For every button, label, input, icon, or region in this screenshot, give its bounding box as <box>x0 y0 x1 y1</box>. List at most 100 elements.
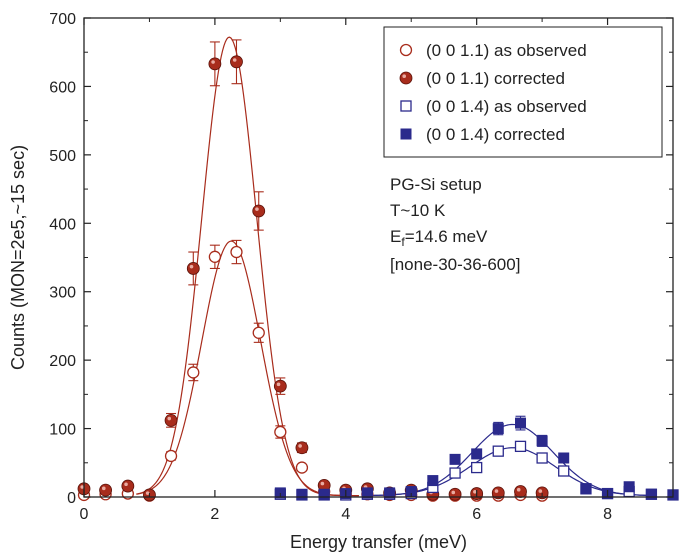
data-point <box>274 487 286 499</box>
data-point <box>580 483 592 495</box>
point-highlight <box>473 489 477 494</box>
data-point <box>471 448 483 460</box>
point-highlight <box>298 444 302 448</box>
legend-box <box>383 26 663 158</box>
fit-curve <box>371 423 647 497</box>
data-point <box>295 461 309 474</box>
data-point <box>121 479 135 493</box>
data-point <box>99 483 112 497</box>
legend-item: (0 0 1.4) corrected <box>400 125 565 144</box>
data-point <box>318 488 330 500</box>
annotation-setup: PG-Si setup <box>390 175 482 194</box>
point-highlight <box>189 264 194 269</box>
data-point <box>384 487 396 499</box>
data-point <box>295 441 309 455</box>
legend-label: (0 0 1.1) as observed <box>426 41 587 60</box>
data-point <box>492 445 504 457</box>
point-body <box>164 413 178 427</box>
setup-annotation: PG-Si setup T~10 K Ef=14.6 meV [none-30-… <box>390 175 520 274</box>
x-tick-label: 2 <box>210 506 219 523</box>
data-point <box>623 481 635 493</box>
point-body <box>208 57 222 71</box>
data-point <box>296 488 308 500</box>
data-point <box>252 204 266 218</box>
point-highlight <box>320 481 325 486</box>
annotation-collimation: [none-30-36-600] <box>390 255 520 274</box>
data-point <box>186 262 200 275</box>
fit-curve <box>371 447 647 497</box>
annotation-ef-sub: f <box>401 235 405 249</box>
data-point <box>536 452 548 464</box>
y-tick-label: 400 <box>49 216 76 233</box>
legend-item: (0 0 1.1) as observed <box>399 41 587 60</box>
data-point <box>164 413 178 427</box>
point-highlight <box>232 58 237 62</box>
y-tick-label: 700 <box>49 11 76 28</box>
legend-item: (0 0 1.4) as observed <box>400 97 587 116</box>
annotation-temperature: T~10 K <box>390 201 446 220</box>
data-point <box>558 452 570 464</box>
annotation-final-energy: Ef=14.6 meV <box>390 227 488 249</box>
data-point <box>449 467 461 479</box>
point-body <box>448 487 462 501</box>
point-highlight <box>494 489 499 493</box>
data-point <box>558 465 570 477</box>
point-body <box>99 483 112 497</box>
point-highlight <box>276 382 281 387</box>
legend-label: (0 0 1.4) as observed <box>426 97 587 116</box>
point-highlight <box>402 74 407 78</box>
data-point <box>427 475 439 487</box>
data-point <box>515 417 527 429</box>
legend-label: (0 0 1.4) corrected <box>426 125 565 144</box>
data-point <box>471 461 483 474</box>
data-point <box>187 366 200 379</box>
legend-label: (0 0 1.1) corrected <box>426 69 565 88</box>
point-highlight <box>538 489 543 493</box>
point-highlight <box>101 486 106 491</box>
data-point <box>273 379 287 393</box>
data-point <box>448 487 462 501</box>
point-highlight <box>80 485 84 489</box>
x-tick-label: 8 <box>603 506 612 523</box>
data-point <box>164 449 178 463</box>
point-body <box>295 441 309 455</box>
y-tick-label: 100 <box>49 422 76 439</box>
data-point <box>208 250 222 263</box>
data-point <box>274 425 287 439</box>
point-highlight <box>451 490 456 495</box>
data-point <box>492 423 504 435</box>
point-highlight <box>145 491 150 495</box>
point-highlight <box>167 416 172 421</box>
y-tick-label: 300 <box>49 285 76 302</box>
data-point <box>361 487 373 499</box>
point-body <box>230 55 243 69</box>
x-tick-label: 0 <box>80 506 89 523</box>
annotation-ef-main: E <box>390 227 401 246</box>
y-axis-title: Counts (MON=2e5,~15 sec) <box>8 145 28 370</box>
x-axis-title: Energy transfer (meV) <box>290 532 467 552</box>
point-highlight <box>516 487 521 492</box>
data-point <box>400 100 412 112</box>
legend-item: (0 0 1.1) corrected <box>399 69 565 88</box>
x-tick-label: 4 <box>341 506 350 523</box>
y-tick-label: 200 <box>49 353 76 370</box>
data-point <box>491 486 505 500</box>
point-body <box>273 379 287 393</box>
legend: (0 0 1.1) as observed (0 0 1.1) corrected… <box>383 26 663 158</box>
point-body <box>186 262 200 275</box>
data-point <box>645 488 657 500</box>
data-point <box>514 485 527 498</box>
axis-ticks: 0 2 4 6 8 0 100 200 300 400 500 600 700 <box>49 11 673 523</box>
y-tick-label: 0 <box>67 490 76 507</box>
point-body <box>252 204 266 218</box>
data-point <box>230 55 243 69</box>
y-tick-label: 500 <box>49 148 76 165</box>
point-body <box>399 71 413 85</box>
data-point <box>535 486 549 500</box>
data-point <box>449 453 461 465</box>
data-point <box>399 43 413 57</box>
data-point <box>208 57 222 71</box>
data-point <box>230 245 243 259</box>
